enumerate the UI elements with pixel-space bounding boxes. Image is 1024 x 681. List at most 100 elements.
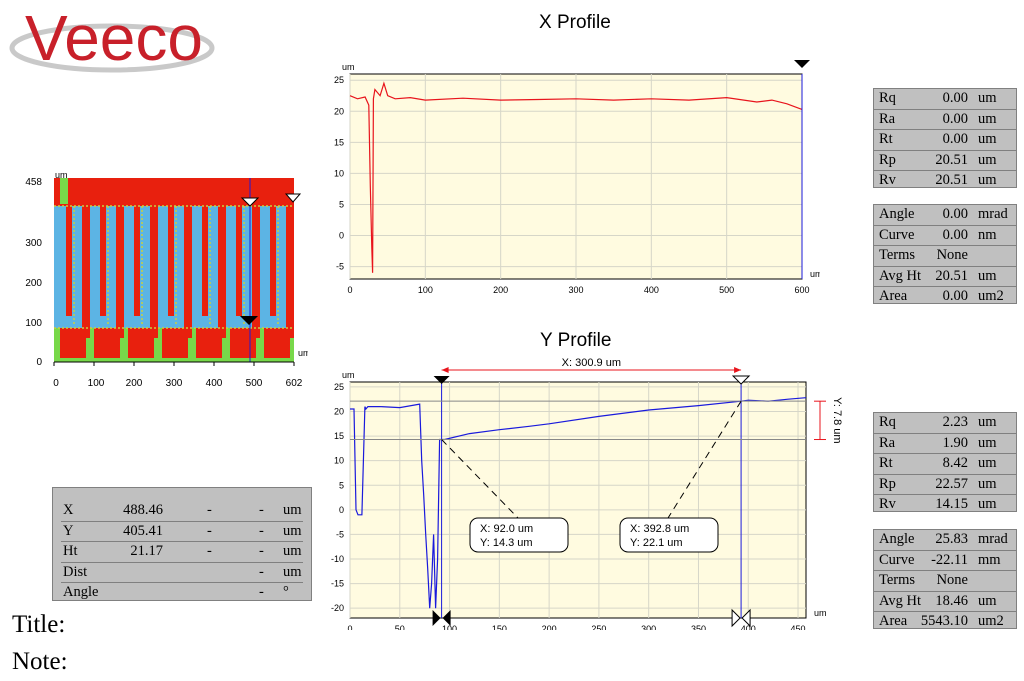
x-tick-label: 300 (641, 624, 656, 630)
x-tick-label: 600 (794, 285, 809, 295)
x-tick-label: 0 (347, 285, 352, 295)
x-tick-label: 200 (542, 624, 557, 630)
y-stat-label: Rv (879, 496, 896, 513)
map-cursor-marker-bottom[interactable] (240, 316, 258, 325)
map-ytick-200: 200 (25, 278, 42, 289)
y-tick-label: 5 (339, 199, 344, 209)
map-xtick-400: 400 (206, 378, 223, 389)
x-fit-row: Terms None (874, 246, 1016, 267)
x-profile-chart[interactable]: 0 100 200 300 400 500 600 -5 0 5 10 15 20 25 um um (320, 52, 820, 304)
y-fit-unit: mm (978, 551, 1001, 568)
cursor-table-v3: - (259, 543, 264, 559)
x-fit-row: Avg Ht 20.51 um (874, 267, 1016, 288)
y-stat-unit: um (978, 475, 997, 492)
x-fit-label: Curve (879, 226, 915, 243)
x-fit-panel: Angle 0.00 mrad Curve 0.00 nm Terms None Avg Ht 2… (873, 204, 1017, 304)
cursor-table-row: Angle - ° (61, 583, 303, 603)
x-stat-value: 0.00 (942, 131, 968, 148)
x-stat-row: Rp 20.51 um (874, 151, 1016, 172)
cursor-table-row: X 488.46 - - um (61, 501, 303, 522)
x-tick-label: 0 (347, 624, 352, 630)
x-stat-label: Rv (879, 172, 896, 189)
y-profile-chart[interactable]: 0 50 100 150 200 250 300 350 400 450 -20 -15 -10 -5 0 5… (320, 350, 860, 630)
x-stat-row: Ra 0.00 um (874, 110, 1016, 131)
x-stat-row: Rv 20.51 um (874, 171, 1016, 191)
map-pads (60, 328, 290, 358)
y-fit-label: Curve (879, 551, 915, 568)
x-stat-value: 0.00 (942, 90, 968, 106)
y-fit-unit: um2 (978, 613, 1004, 630)
y-fit-value: 5543.10 (920, 613, 968, 630)
callout-y-2: Y: 22.1 um (630, 537, 683, 549)
x-stat-label: Rt (879, 131, 893, 148)
callout-x-1: X: 92.0 um (480, 523, 533, 535)
map-unit-x: um (298, 348, 308, 358)
y-stat-row: Rt 8.42 um (874, 454, 1016, 475)
y-fit-label: Area (879, 613, 908, 630)
map-xtick-200: 200 (126, 378, 143, 389)
cursor-table-unit: ° (283, 584, 289, 600)
x-fit-label: Terms (879, 247, 916, 264)
callout-box-2 (619, 517, 719, 553)
x-tick-label: 50 (395, 624, 405, 630)
veeco-logo: Veeco (9, 2, 215, 74)
x-fit-label: Angle (879, 206, 915, 222)
map-cursor-marker-top[interactable] (240, 197, 260, 207)
y-tick-label: -15 (331, 579, 344, 589)
y-tick-label: 25 (334, 75, 344, 85)
x-axis-unit: um (810, 269, 820, 279)
y-stat-unit: um (978, 455, 997, 472)
callout-box-1 (469, 517, 569, 553)
x-stat-label: Ra (879, 110, 896, 127)
y-axis-unit: um (342, 370, 355, 380)
y-tick-label: -20 (331, 603, 344, 613)
map-ytick-0: 0 (36, 357, 42, 368)
cursor-table-label: Angle (63, 584, 99, 600)
note-label: Note: (12, 648, 68, 675)
map-xtick-500: 500 (246, 378, 263, 389)
x-stat-unit: um (978, 90, 997, 106)
x-tick-label: 500 (719, 285, 734, 295)
y-fit-row: Angle 25.83 mrad (874, 530, 1016, 551)
cursor-table-v2: - (207, 502, 212, 518)
x-tick-label: 250 (591, 624, 606, 630)
y-stat-label: Rp (879, 475, 896, 492)
y-tick-label: -5 (336, 262, 344, 272)
x-fit-value: 0.00 (942, 226, 968, 243)
y-fit-value: -22.11 (931, 551, 968, 568)
x-stat-value: 0.00 (942, 110, 968, 127)
callout-x-2: X: 392.8 um (630, 523, 689, 535)
map-ytick-300: 300 (25, 238, 42, 249)
cursor-table-row: Dist - um (61, 563, 303, 583)
x-fit-row: Angle 0.00 mrad (874, 205, 1016, 226)
y-stat-row: Rv 14.15 um (874, 495, 1016, 515)
x-tick-label: 100 (418, 285, 433, 295)
y-tick-label: 15 (334, 137, 344, 147)
cursor-table-v3: - (259, 502, 264, 518)
y-tick-label: 20 (334, 407, 344, 417)
y-tick-label: 10 (334, 456, 344, 466)
y-stat-value: 22.57 (935, 475, 968, 492)
map-fingers (66, 206, 294, 338)
y-tick-label: 20 (334, 106, 344, 116)
x-stat-label: Rq (879, 90, 896, 106)
x-roughness-panel: Rq 0.00 um Ra 0.00 um Rt 0.00 um Rp 20.51 um Rv 20.51… (873, 88, 1017, 188)
y-fit-label: Avg Ht (879, 592, 922, 609)
cursor-table-row: Ht 21.17 - - um (61, 542, 303, 563)
cursor-table-unit: um (283, 563, 302, 580)
x-tick-label: 150 (492, 624, 507, 630)
map-xtick-0: 0 (53, 378, 59, 389)
y-cursor-marker-bottom-1b (442, 610, 451, 626)
map-cursor-marker-right[interactable] (284, 193, 302, 203)
dimension-x-arrow-left (441, 367, 449, 373)
logo-text: Veeco (25, 2, 203, 74)
callout-leader-2 (667, 400, 742, 519)
y-stat-value: 14.15 (935, 496, 968, 513)
cursor-table-v1: 21.17 (130, 543, 163, 559)
y-tick-label: 15 (334, 431, 344, 441)
x-fit-value: None (936, 247, 968, 264)
y-cursor-marker-top-1 (433, 376, 450, 384)
x-stat-row: Rt 0.00 um (874, 130, 1016, 151)
height-map[interactable]: um 458 300 200 100 0 (8, 166, 308, 406)
y-tick-label: 25 (334, 382, 344, 392)
